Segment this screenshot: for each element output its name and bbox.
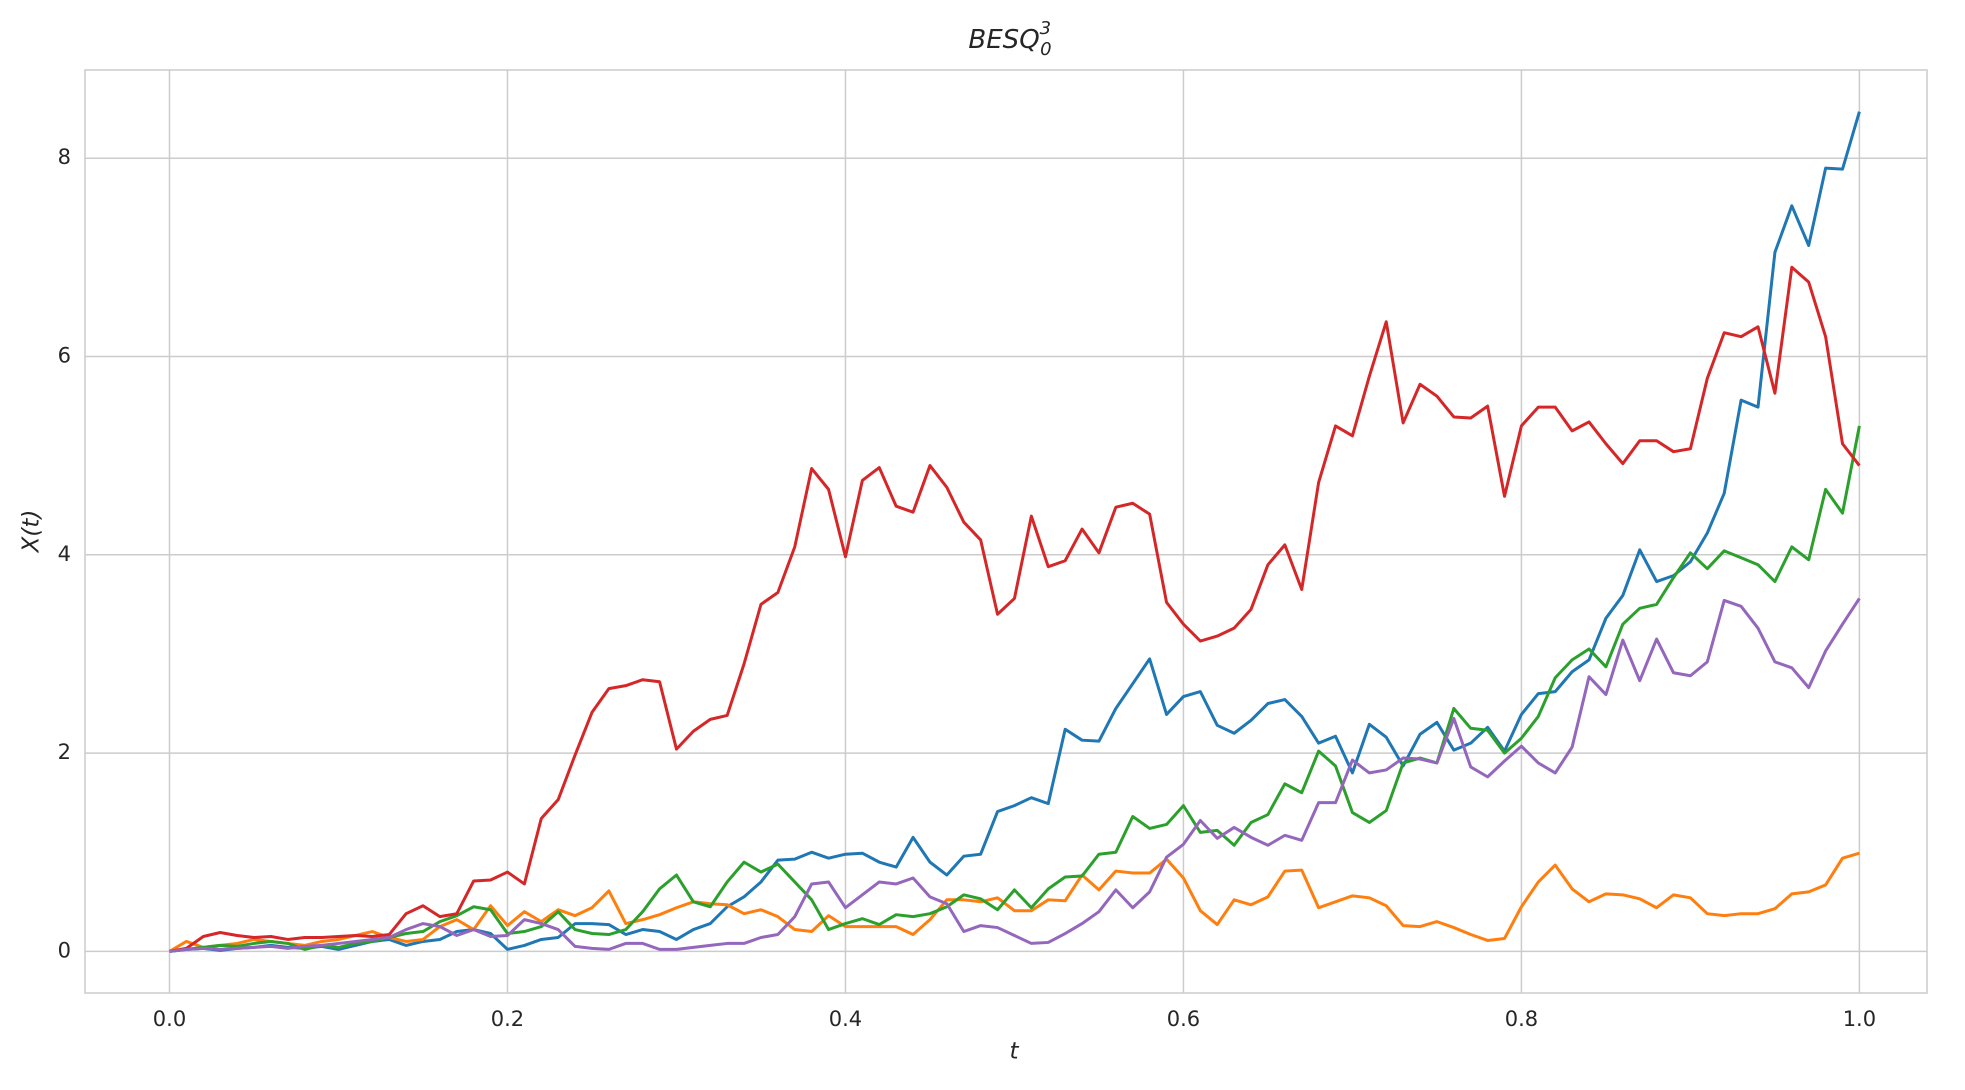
title-superscript: 3 [1040, 18, 1051, 39]
series-line [169, 265, 1861, 953]
title-subscript: 0 [1040, 39, 1051, 60]
y-tick-label: 8 [58, 145, 71, 169]
x-tick-label: 0.6 [1167, 1007, 1200, 1031]
y-tick-label: 0 [58, 938, 71, 962]
series-line [169, 597, 1861, 953]
lines [168, 111, 1861, 953]
x-tick-label: 0.8 [1505, 1007, 1538, 1031]
y-tick-label: 4 [58, 542, 71, 566]
series-line [169, 425, 1861, 953]
x-tick-label: 0.2 [491, 1007, 524, 1031]
x-axis-label: t [1009, 1039, 1019, 1065]
x-tick-label: 0.0 [153, 1007, 186, 1031]
title-main: BESQ [968, 25, 1039, 55]
chart-title: BESQ3 0 [968, 18, 1051, 60]
y-tick-label: 2 [58, 740, 71, 764]
series-line [168, 851, 1860, 953]
plot-frame [84, 69, 1928, 994]
x-tick-label: 0.4 [829, 1007, 862, 1031]
grid [85, 70, 1927, 993]
x-tick-label: 1.0 [1843, 1007, 1876, 1031]
y-tick-label: 6 [58, 344, 71, 368]
y-axis-label: X(t) [19, 510, 45, 554]
